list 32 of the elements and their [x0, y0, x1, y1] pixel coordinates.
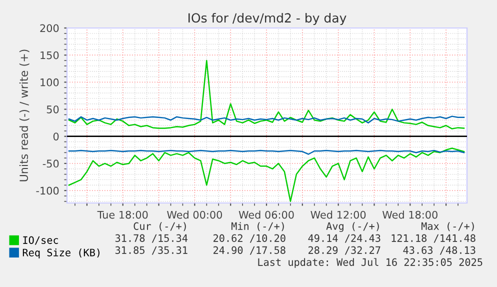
text: 31.85 /35.31: [115, 246, 188, 255]
y-tick-label: 50: [46, 105, 59, 114]
text: Last update: Wed Jul 16 22:35:05 2025: [258, 258, 482, 268]
y-tick-label: 0: [53, 132, 59, 140]
x-tick-label: Wed 06:00: [238, 210, 294, 219]
x-tick-label: Wed 18:00: [382, 210, 438, 219]
y-tick-label: -50: [42, 160, 59, 168]
text: 43.63 /48.13: [403, 246, 476, 255]
y-axis-title: Units read (-) / write (+): [19, 50, 30, 182]
y-tick-label: -100: [36, 186, 59, 195]
text: Avg (-/+): [326, 222, 379, 232]
line-series: [68, 148, 465, 202]
text: 20.62 /10.20: [214, 234, 286, 243]
line-series: [68, 116, 465, 124]
y-tick-label: 100: [40, 78, 59, 86]
y-tick-label: 150: [40, 51, 59, 60]
text: Min (-/+): [231, 222, 284, 232]
text: 28.29 /32.27: [308, 246, 380, 255]
text: 31.78 /15.34: [115, 234, 188, 243]
text: Cur (-/+): [134, 222, 186, 232]
line-series: [68, 60, 465, 130]
text: 24.90 /17.58: [214, 246, 286, 255]
x-tick-label: Wed 12:00: [310, 210, 366, 219]
x-tick-label: Tue 18:00: [97, 210, 148, 219]
text: 49.14 /24.43: [308, 234, 380, 243]
chart-title: IOs for /dev/md2 - by day: [188, 12, 346, 26]
legend-label: Req Size (KB): [22, 248, 100, 258]
x-tick-label: Wed 00:00: [167, 210, 222, 219]
y-tick-label: 200: [40, 24, 59, 32]
text: Max (-/+): [421, 222, 474, 232]
text: 121.18 /141.48: [392, 234, 476, 243]
legend-label: IO/sec: [23, 236, 58, 245]
